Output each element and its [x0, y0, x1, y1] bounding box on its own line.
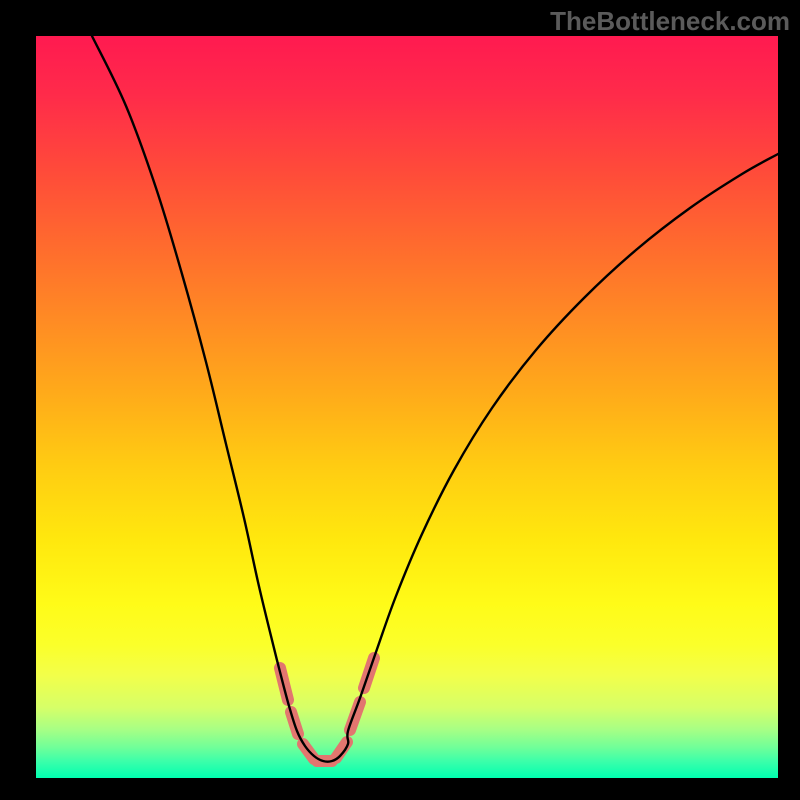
plot-area: [36, 36, 778, 778]
curve-layer: [36, 36, 778, 778]
watermark-text: TheBottleneck.com: [550, 6, 790, 37]
chart-frame: TheBottleneck.com: [0, 0, 800, 800]
gradient-background: [36, 36, 778, 778]
